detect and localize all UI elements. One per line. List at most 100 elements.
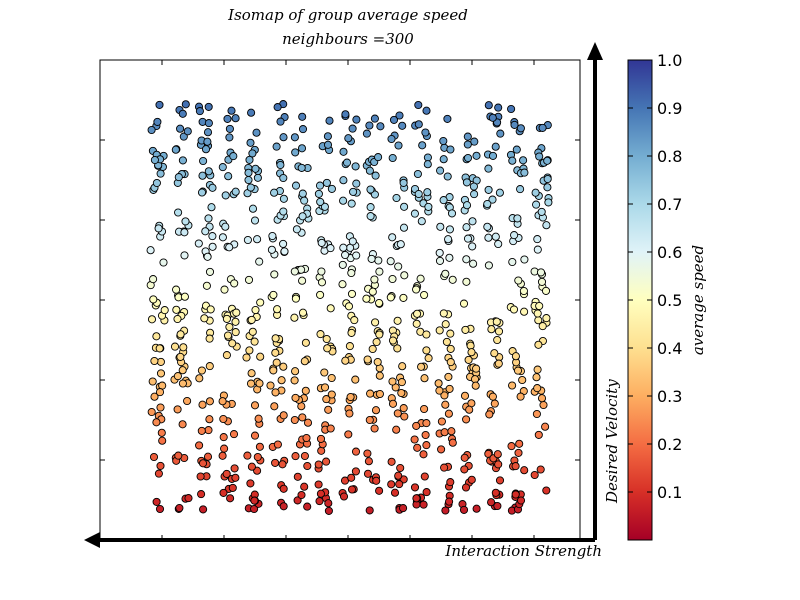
data-point	[204, 426, 213, 435]
data-point	[468, 242, 477, 251]
data-point	[247, 108, 256, 117]
data-point	[324, 506, 333, 515]
data-point	[229, 152, 238, 161]
data-point	[326, 244, 335, 253]
data-point	[251, 164, 260, 173]
data-point	[346, 392, 355, 402]
data-point	[388, 153, 397, 163]
data-point	[441, 400, 450, 409]
data-point	[366, 185, 375, 194]
data-point	[421, 430, 430, 440]
data-point	[254, 414, 263, 423]
data-point	[531, 188, 540, 197]
data-point	[324, 499, 333, 508]
data-point	[543, 156, 552, 165]
data-point	[232, 308, 241, 317]
data-point	[246, 138, 255, 147]
data-point	[225, 322, 234, 332]
data-point	[460, 465, 469, 474]
data-point	[231, 317, 240, 326]
data-point	[323, 140, 333, 149]
data-point	[157, 428, 166, 437]
data-point	[413, 309, 422, 318]
data-point	[347, 199, 356, 208]
data-point	[230, 464, 239, 473]
data-point	[490, 399, 499, 408]
data-point	[178, 109, 187, 118]
data-point	[276, 160, 285, 170]
data-point	[341, 250, 350, 260]
data-point	[514, 276, 523, 285]
data-point	[539, 400, 548, 410]
data-point	[205, 334, 214, 343]
data-point	[366, 212, 375, 221]
data-point	[327, 373, 336, 383]
data-point	[538, 322, 547, 331]
data-point	[495, 476, 505, 485]
plot-area	[99, 59, 581, 541]
data-point	[375, 371, 384, 380]
data-point	[184, 494, 193, 503]
data-point	[195, 374, 204, 383]
data-point	[424, 202, 433, 211]
data-point	[322, 178, 331, 187]
data-point	[256, 352, 265, 361]
data-point	[290, 267, 299, 276]
data-point	[363, 469, 373, 478]
data-point	[156, 357, 165, 366]
data-point	[300, 357, 309, 366]
data-point	[322, 334, 331, 344]
data-point	[197, 366, 206, 375]
data-point	[370, 114, 379, 123]
data-point	[322, 457, 331, 466]
data-point	[483, 199, 492, 209]
data-point	[176, 330, 185, 339]
data-point	[156, 369, 166, 378]
data-point	[370, 275, 379, 284]
data-point	[395, 480, 404, 489]
data-point	[412, 421, 421, 430]
data-point	[440, 463, 449, 472]
data-point	[484, 185, 493, 194]
data-point	[519, 286, 528, 296]
data-point	[316, 197, 325, 206]
data-point	[494, 359, 503, 368]
data-point	[447, 209, 457, 218]
data-point	[371, 318, 380, 327]
data-point	[470, 190, 479, 199]
x-axis-arrowhead	[84, 532, 100, 548]
data-point	[510, 120, 519, 129]
data-point	[543, 174, 552, 184]
data-point	[327, 184, 336, 193]
data-point	[171, 145, 180, 154]
data-point	[375, 330, 384, 339]
data-point	[400, 202, 409, 211]
data-point	[507, 104, 516, 114]
data-point	[152, 418, 161, 427]
data-point	[516, 392, 525, 401]
data-point	[180, 251, 189, 260]
data-point	[440, 391, 449, 400]
data-point	[447, 427, 456, 436]
data-point	[443, 114, 452, 123]
data-point	[327, 390, 336, 399]
data-point	[542, 221, 551, 230]
data-point	[298, 308, 308, 317]
data-point	[347, 473, 356, 482]
data-point	[410, 209, 419, 218]
data-point	[178, 156, 187, 165]
data-point	[271, 388, 280, 397]
data-point	[516, 496, 526, 505]
data-point	[348, 237, 357, 246]
data-point	[339, 147, 348, 156]
data-point	[297, 163, 306, 172]
data-point	[231, 187, 240, 196]
data-point	[459, 299, 469, 308]
data-point	[152, 178, 161, 188]
data-point	[202, 281, 211, 290]
data-point	[273, 305, 282, 314]
data-point	[199, 505, 208, 514]
data-point	[198, 171, 207, 180]
data-point	[219, 433, 228, 442]
data-point	[347, 328, 356, 337]
